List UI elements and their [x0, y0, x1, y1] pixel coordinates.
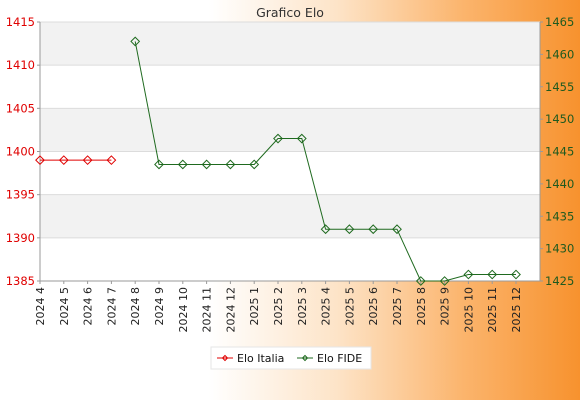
x-tick-label: 2024 6 — [82, 287, 95, 326]
left-tick-label: 1385 — [6, 274, 35, 288]
x-tick-label: 2025 6 — [367, 287, 380, 326]
left-tick-label: 1415 — [6, 15, 35, 29]
x-tick-label: 2024 12 — [224, 287, 237, 333]
elo-fide-point — [273, 133, 283, 144]
left-tick-label: 1405 — [6, 101, 35, 115]
elo-fide-point — [296, 133, 307, 144]
elo-fide-point — [344, 224, 355, 235]
x-tick-label: 2025 7 — [391, 287, 404, 326]
elo-fide-point — [392, 224, 402, 235]
legend-elo-fide-label: Elo FIDE — [317, 352, 362, 365]
left-tick-label: 1410 — [6, 58, 35, 72]
elo-italia-point — [106, 155, 117, 166]
elo-fide-point — [439, 276, 450, 286]
elo-fide-point — [368, 224, 379, 235]
elo-fide-point — [415, 276, 426, 286]
chart-title: Grafico Elo — [256, 5, 324, 20]
grid-band — [40, 22, 540, 66]
right-tick-label: 1440 — [545, 177, 574, 191]
legend-box — [210, 346, 372, 370]
legend-elo-italia-marker — [221, 354, 229, 362]
elo-fide-point — [249, 159, 260, 170]
x-tick-label: 2025 4 — [320, 287, 333, 326]
x-tick-label: 2024 11 — [201, 287, 214, 333]
left-tick-label: 1400 — [6, 145, 35, 159]
x-tick-label: 2025 3 — [296, 287, 309, 326]
x-tick-label: 2025 1 — [248, 287, 261, 326]
left-tick-label: 1390 — [6, 231, 35, 245]
x-tick-label: 2025 10 — [462, 287, 475, 333]
x-tick-label: 2025 9 — [439, 287, 452, 326]
x-tick-label: 2024 4 — [34, 287, 47, 326]
legend-elo-fide-marker — [301, 354, 309, 362]
right-tick-label: 1465 — [545, 15, 574, 29]
right-tick-label: 1435 — [545, 209, 574, 223]
x-tick-label: 2025 11 — [486, 287, 499, 333]
x-tick-label: 2025 2 — [272, 287, 285, 326]
elo-fide-point — [154, 159, 164, 170]
right-tick-label: 1425 — [545, 274, 574, 288]
left-tick-label: 1395 — [6, 188, 35, 202]
x-tick-label: 2025 12 — [510, 287, 523, 333]
elo-fide-point — [463, 269, 474, 280]
elo-fide-point — [201, 159, 212, 170]
x-tick-label: 2024 5 — [58, 287, 71, 326]
elo-fide-point — [511, 269, 521, 280]
elo-fide-point — [487, 269, 498, 280]
elo-fide-line — [134, 41, 516, 282]
x-tick-label: 2024 9 — [153, 287, 166, 326]
elo-italia-point — [82, 155, 93, 166]
x-tick-label: 2024 10 — [177, 287, 190, 333]
right-tick-label: 1455 — [545, 80, 574, 94]
right-tick-label: 1445 — [545, 145, 574, 159]
elo-fide-point — [320, 224, 331, 235]
elo-fide-point — [177, 159, 188, 170]
x-tick-label: 2024 8 — [129, 287, 142, 326]
right-tick-label: 1460 — [545, 47, 574, 61]
elo-fide-point — [225, 159, 236, 170]
legend-elo-italia-label: Elo Italia — [237, 352, 284, 365]
x-tick-label: 2025 8 — [415, 287, 428, 326]
grid-band — [40, 108, 540, 152]
elo-italia-point — [35, 155, 45, 166]
elo-fide-point — [130, 36, 141, 47]
right-tick-label: 1430 — [545, 242, 574, 256]
x-tick-label: 2024 7 — [105, 287, 118, 326]
elo-italia-point — [58, 155, 69, 166]
x-tick-label: 2025 5 — [343, 287, 356, 326]
right-tick-label: 1450 — [545, 112, 574, 126]
grid-band — [40, 194, 540, 238]
